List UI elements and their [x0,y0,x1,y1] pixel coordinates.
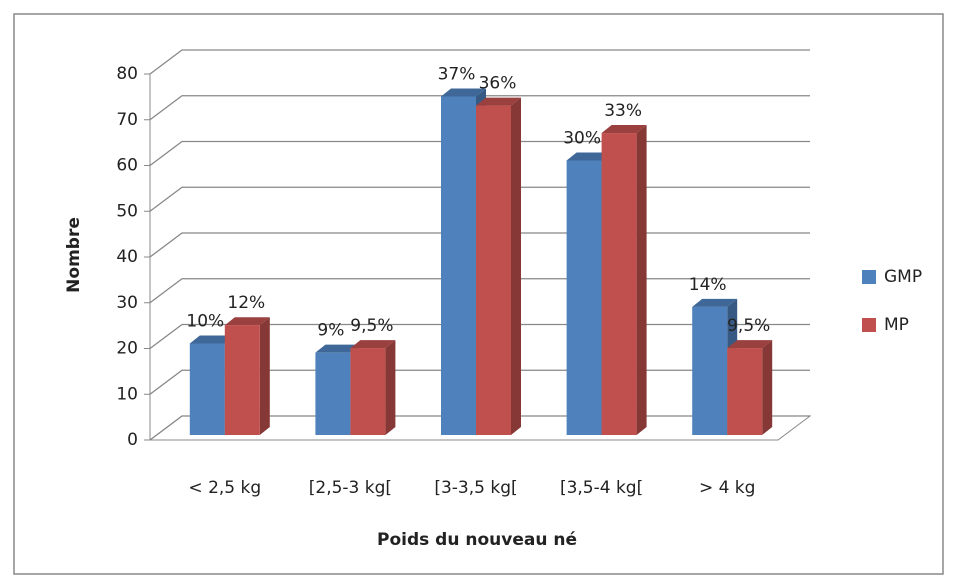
bar-group [441,88,486,435]
bar-top [350,340,396,349]
y-tick-label: 0 [127,430,138,450]
y-tick-label: 20 [116,339,138,359]
bar-side [385,340,396,435]
y-tick-label: 70 [116,110,138,130]
bar [315,352,351,435]
bar [692,306,728,435]
y-tick-label: 10 [116,384,138,404]
bar [566,160,602,435]
bar-top [476,97,521,106]
grid-line [149,140,810,167]
bar-group [601,125,647,436]
y-tick-label: 40 [116,247,138,267]
y-tick-label: 50 [116,201,138,221]
data-label: 36% [479,74,517,94]
data-label: 9,5% [727,316,770,336]
x-tick-label: > 4 kg [699,478,756,498]
bar-side [762,340,773,435]
bar [350,348,386,435]
data-label: 14% [689,275,727,295]
bar [727,348,763,435]
bar-top [601,125,647,134]
y-tick-label: 60 [116,156,138,176]
bar-side [511,97,521,435]
x-tick-label: [2,5-3 kg[ [309,478,392,498]
bar-top [692,298,738,307]
legend-label: MP [884,315,909,335]
bar-group [476,97,521,435]
bar-top [441,88,486,97]
bar-group [727,340,773,435]
legend-swatch [862,270,876,284]
x-tick-label: [3,5-4 kg[ [560,478,643,498]
bar [476,105,511,435]
y-tick-label: 30 [116,293,138,313]
y-axis-title: Nombre [64,217,84,293]
data-label: 12% [227,293,265,313]
bar-top [224,317,270,326]
data-label: 37% [438,64,476,84]
x-tick-label: < 2,5 kg [188,478,261,498]
bar-side [259,317,270,435]
bar [441,96,476,435]
data-label: 33% [604,101,642,121]
bar-top [315,344,361,353]
data-label: 30% [563,129,601,149]
bar-top [189,335,235,344]
x-axis-title: Poids du nouveau né [377,530,577,550]
x-tick-label: [3-3,5 kg[ [434,478,517,498]
data-label: 10% [186,312,224,332]
data-label: 9% [317,321,344,341]
legend-label: GMP [884,267,922,287]
bar [224,325,260,435]
bar [189,343,225,435]
bar-top [727,340,773,349]
bar-group [224,317,270,435]
bar-top [566,152,612,161]
legend-swatch [862,318,876,332]
bar [601,133,637,436]
bar-group [350,340,396,435]
grid-line [149,49,810,75]
bar-side [636,125,647,436]
data-label: 9,5% [350,316,393,336]
y-tick-label: 80 [116,64,138,84]
grid-line [149,95,810,121]
